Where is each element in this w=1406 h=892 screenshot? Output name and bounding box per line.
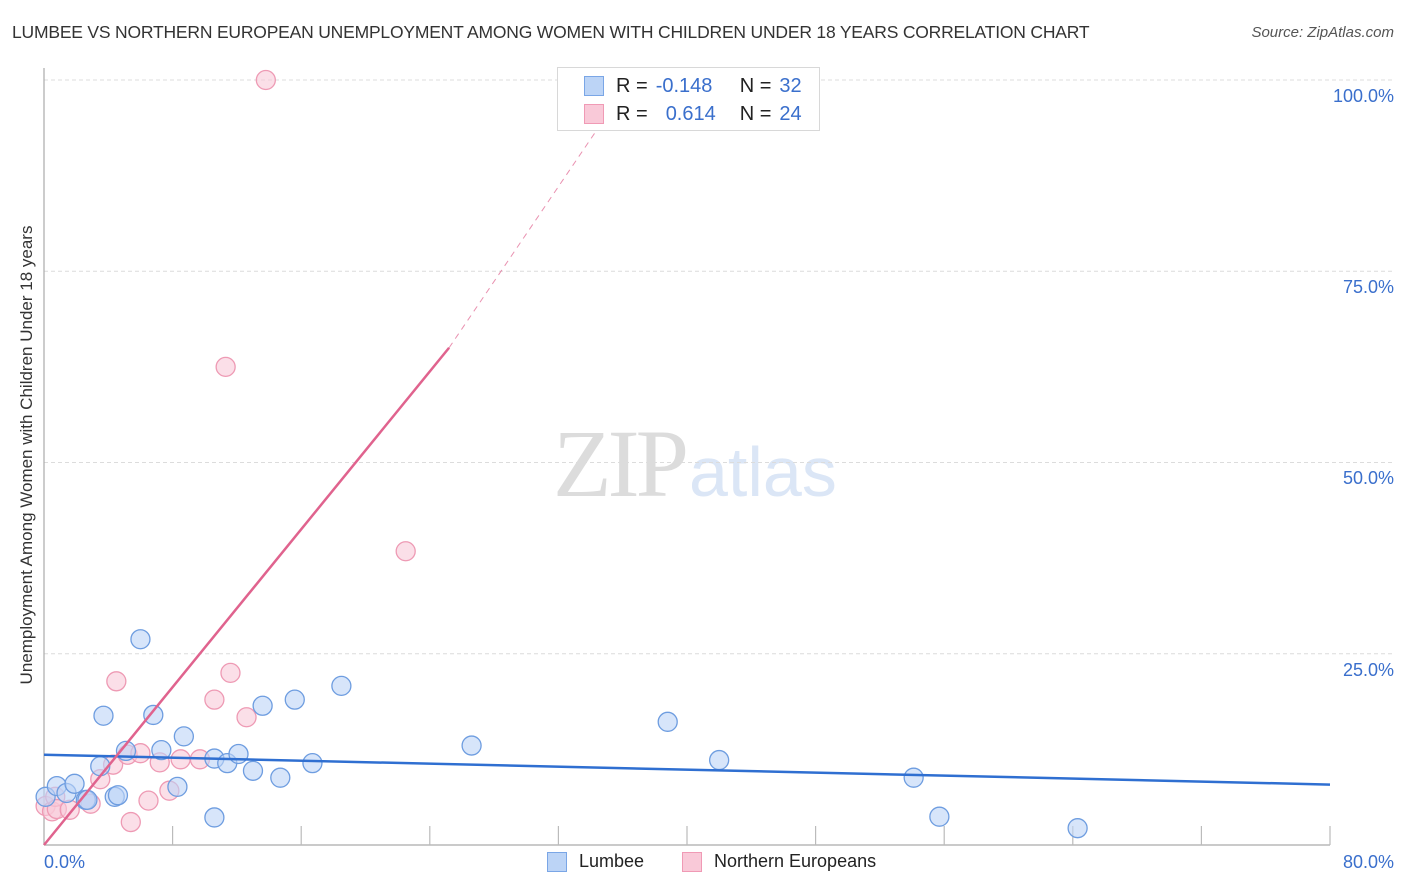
- data-point: [138, 790, 159, 811]
- data-point: [204, 689, 225, 710]
- chart-title: LUMBEE VS NORTHERN EUROPEAN UNEMPLOYMENT…: [12, 22, 1090, 42]
- data-point: [151, 739, 172, 761]
- axes: [43, 68, 1331, 846]
- n-label: N =: [739, 102, 772, 125]
- legend-row-lumbee: R = -0.148 N = 32: [584, 73, 802, 99]
- data-point: [709, 749, 730, 771]
- x-tick-80: 80.0%: [1342, 852, 1394, 872]
- source-label: Source: ZipAtlas.com: [1251, 24, 1394, 41]
- data-point: [170, 749, 191, 770]
- data-point: [331, 675, 352, 697]
- data-point: [93, 705, 114, 726]
- legend-item-northern-europeans: Northern Europeans: [682, 851, 876, 872]
- y-tick-75: 75.0%: [1342, 277, 1394, 297]
- data-point: [215, 356, 236, 378]
- data-point: [120, 811, 141, 833]
- data-point: [64, 773, 85, 794]
- lumbee-points: [35, 629, 1088, 839]
- correlation-legend: R = -0.148 N = 32 R = 0.614 N = 24: [557, 67, 820, 131]
- data-point: [106, 671, 127, 692]
- northern-europeans-trend-line: [43, 346, 451, 846]
- data-point: [903, 767, 924, 788]
- legend-label: Lumbee: [579, 851, 645, 871]
- data-point: [143, 704, 164, 726]
- data-point: [204, 807, 225, 828]
- x-tick-0: 0.0%: [44, 852, 86, 872]
- data-point: [167, 776, 188, 798]
- gridlines: [44, 79, 1395, 655]
- lumbee-trend-line: [43, 753, 1331, 786]
- legend-row-northern-europeans: R = 0.614 N = 24: [584, 101, 802, 127]
- y-axis-label: Unemployment Among Women with Children U…: [17, 225, 36, 685]
- r-label: R =: [616, 74, 648, 97]
- n-value: 32: [779, 74, 802, 97]
- data-point: [270, 767, 291, 788]
- data-point: [657, 711, 678, 732]
- data-point: [236, 707, 257, 728]
- data-point: [302, 752, 323, 774]
- data-point: [242, 760, 264, 781]
- lumbee-swatch-icon: [584, 76, 604, 96]
- data-point: [284, 689, 305, 710]
- data-point: [929, 806, 950, 827]
- data-point: [130, 629, 151, 650]
- data-point: [1067, 818, 1088, 839]
- northern-europeans-points: [35, 69, 416, 833]
- legend-label: Northern Europeans: [714, 851, 877, 871]
- data-point: [395, 541, 416, 562]
- y-tick-25: 25.0%: [1342, 660, 1394, 680]
- y-tick-50: 50.0%: [1342, 468, 1394, 488]
- lumbee-swatch-icon: [547, 851, 567, 872]
- watermark-atlas: atlas: [689, 433, 837, 511]
- data-point: [255, 69, 276, 91]
- r-label: R =: [616, 102, 648, 125]
- r-value: 0.614: [665, 102, 716, 125]
- n-label: N =: [739, 74, 772, 97]
- data-point: [107, 785, 129, 806]
- legend-item-lumbee: Lumbee: [547, 851, 644, 872]
- data-point: [173, 726, 195, 747]
- data-point: [220, 662, 241, 684]
- northern-europeans-swatch-icon: [682, 851, 702, 872]
- y-tick-100: 100.0%: [1332, 86, 1394, 106]
- r-value: -0.148: [655, 74, 713, 97]
- northern-europeans-swatch-icon: [584, 104, 604, 124]
- data-point: [461, 735, 482, 756]
- watermark-zip: ZIP: [553, 410, 689, 517]
- zipatlas-watermark: ZIPatlas: [553, 408, 837, 519]
- n-value: 24: [779, 102, 802, 125]
- data-point: [252, 695, 273, 716]
